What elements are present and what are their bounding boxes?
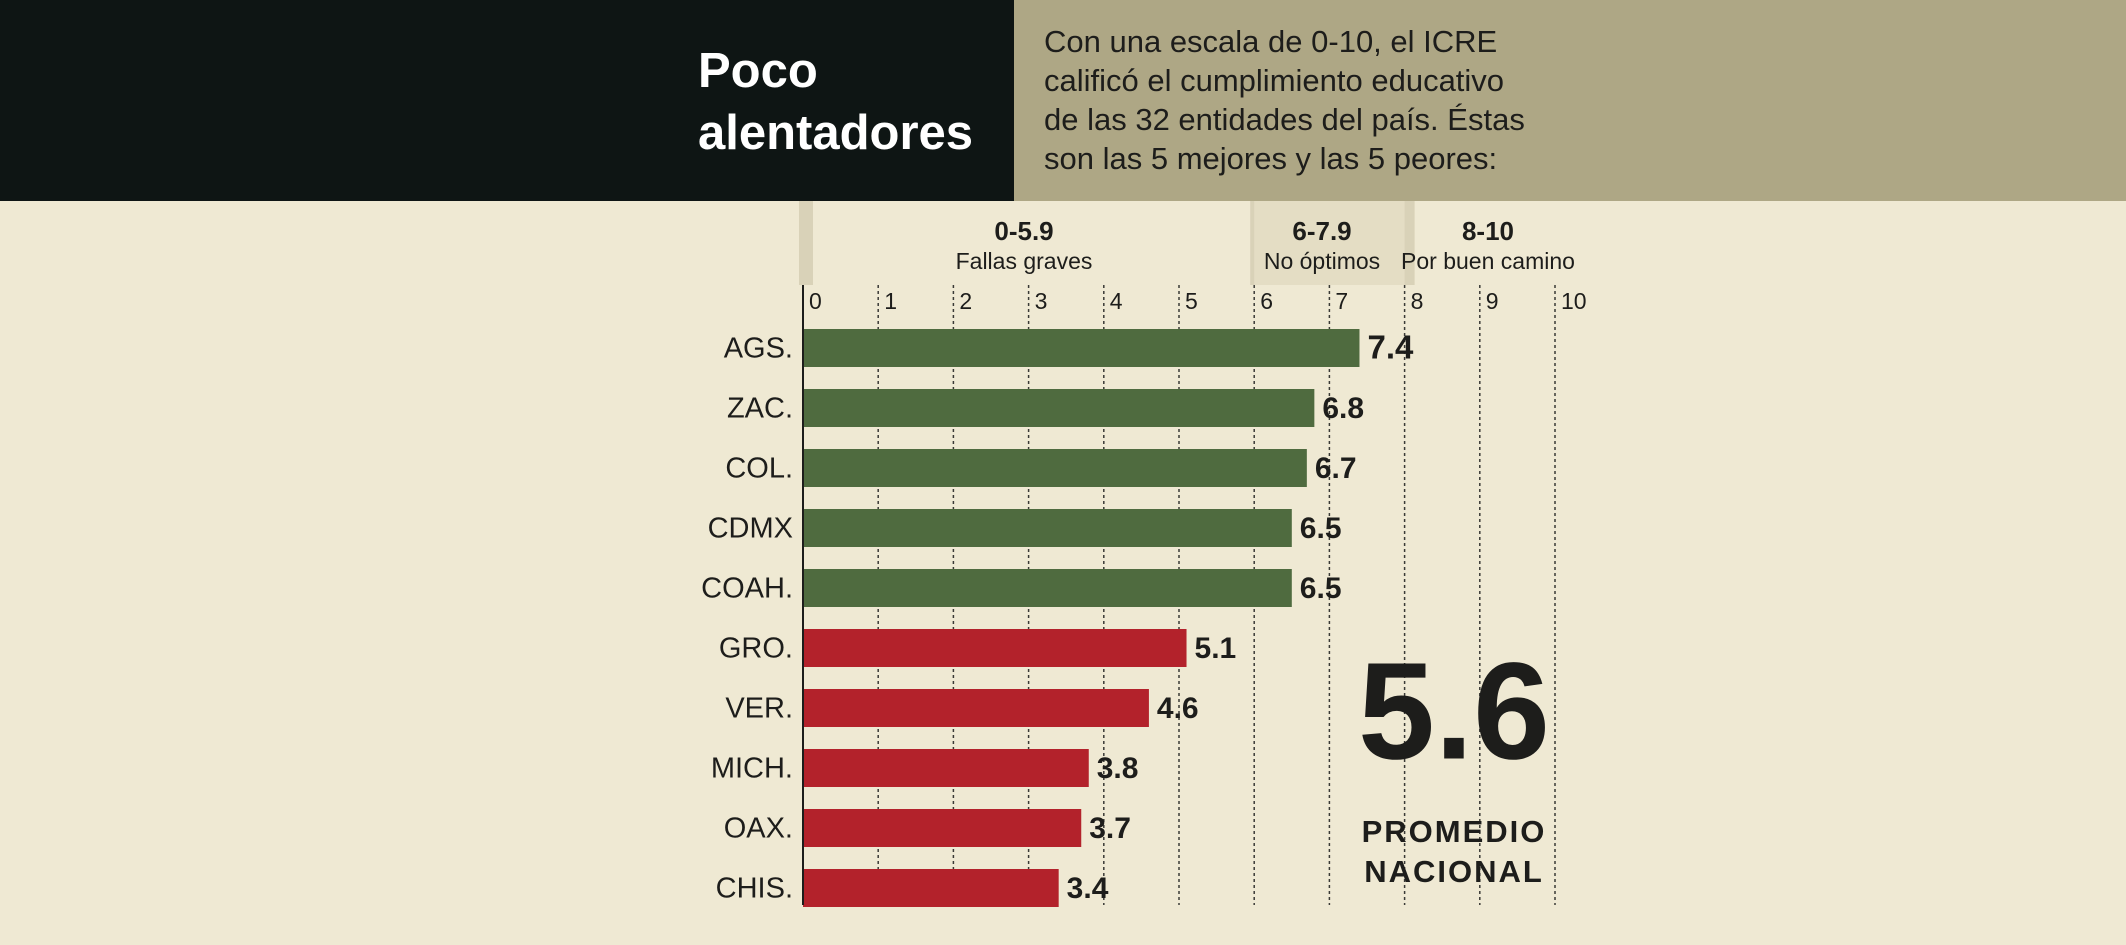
chart-title: Poco alentadores <box>698 44 974 160</box>
value-label: 6.5 <box>1300 572 1342 605</box>
x-tick-label: 6 <box>1260 288 1273 314</box>
value-label: 6.8 <box>1322 392 1364 425</box>
y-tick-label: ZAC. <box>727 393 793 425</box>
value-label: 5.1 <box>1195 632 1237 665</box>
range-description: Por buen camino <box>1401 248 1575 274</box>
range-description: No óptimos <box>1264 248 1380 274</box>
value-label: 7.4 <box>1367 329 1414 366</box>
x-tick-label: 8 <box>1411 288 1424 314</box>
y-tick-label: CDMX <box>708 513 793 545</box>
y-tick-label: GRO. <box>719 633 793 665</box>
y-tick-label: MICH. <box>711 753 793 785</box>
x-tick-label: 4 <box>1110 288 1123 314</box>
y-tick-label: AGS. <box>724 333 793 365</box>
value-label: 6.7 <box>1315 452 1357 485</box>
bar <box>803 389 1315 427</box>
bar <box>803 689 1149 727</box>
x-tick-label: 0 <box>809 288 822 314</box>
bar <box>803 809 1082 847</box>
x-tick-label: 7 <box>1335 288 1348 314</box>
average-value: 5.6 <box>1358 634 1550 788</box>
x-tick-label: 1 <box>884 288 897 314</box>
subtitle-line: de las 32 entidades del país. Éstas <box>1044 102 1525 137</box>
value-label: 3.7 <box>1089 812 1131 845</box>
average-label: PROMEDIO NACIONAL <box>1362 814 1547 889</box>
y-tick-label: COAH. <box>701 573 793 605</box>
subtitle-line: Con una escala de 0-10, el ICRE <box>1044 24 1498 59</box>
subtitle-line: calificó el cumplimiento educativo <box>1044 63 1505 98</box>
x-tick-label: 10 <box>1561 288 1587 314</box>
bar <box>803 449 1307 487</box>
value-label: 3.8 <box>1097 752 1139 785</box>
x-tick-label: 3 <box>1035 288 1048 314</box>
zone-divider <box>799 201 813 285</box>
bar <box>803 749 1089 787</box>
range-label: 0-5.9 <box>994 216 1053 246</box>
x-tick-label: 5 <box>1185 288 1198 314</box>
bar <box>803 509 1292 547</box>
value-label: 4.6 <box>1157 692 1199 725</box>
value-label: 3.4 <box>1067 872 1109 905</box>
header-band <box>0 0 1014 201</box>
subtitle-line: son las 5 mejores y las 5 peores: <box>1044 141 1498 176</box>
y-tick-label: OAX. <box>724 813 793 845</box>
bar <box>803 569 1292 607</box>
y-tick-label: VER. <box>725 693 793 725</box>
bar <box>803 869 1059 907</box>
bar <box>803 329 1360 367</box>
x-tick-label: 9 <box>1486 288 1499 314</box>
range-description: Fallas graves <box>956 248 1093 274</box>
header-band <box>1014 0 2126 201</box>
value-label: 6.5 <box>1300 512 1342 545</box>
x-tick-label: 2 <box>959 288 972 314</box>
range-label: 6-7.9 <box>1292 216 1351 246</box>
y-tick-label: COL. <box>725 453 793 485</box>
subtitle: Con una escala de 0-10, el ICRE calificó… <box>1044 22 1525 178</box>
bar <box>803 629 1187 667</box>
y-tick-label: CHIS. <box>716 873 793 905</box>
range-label: 8-10 <box>1462 216 1514 246</box>
zone-shade <box>1254 201 1405 285</box>
